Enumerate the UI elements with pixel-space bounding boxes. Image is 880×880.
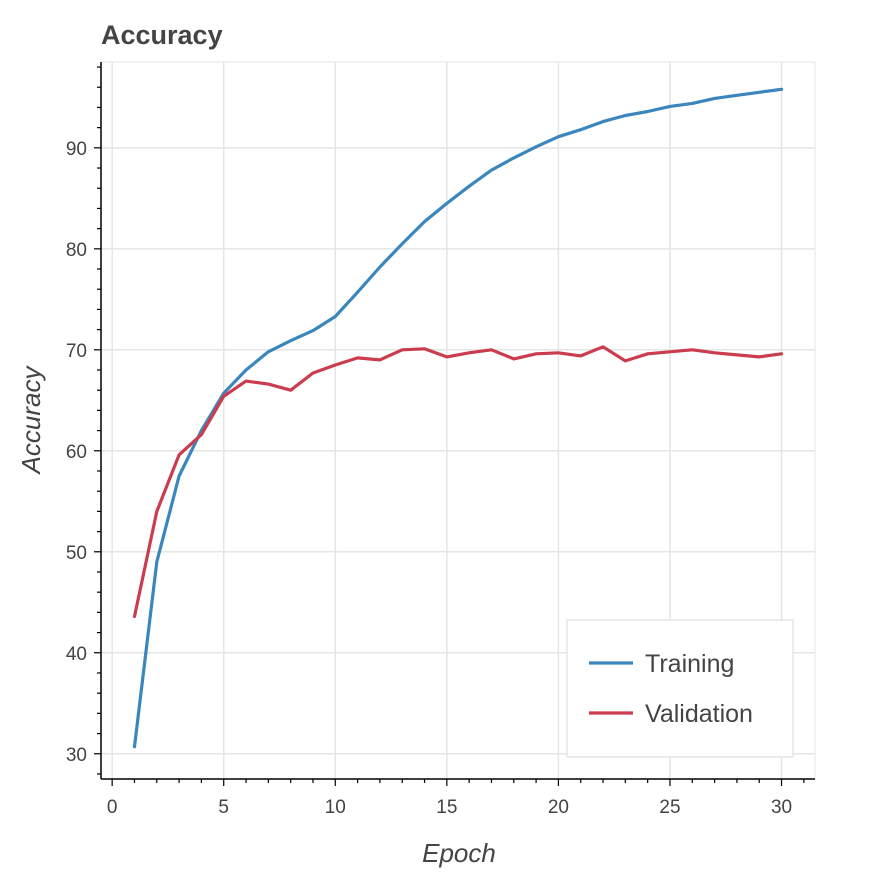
- legend-label: Training: [645, 650, 734, 678]
- y-tick-label: 40: [66, 644, 87, 665]
- y-tick-label: 70: [66, 341, 87, 362]
- legend: Training Validation: [566, 619, 794, 758]
- series-line-validation: [132, 345, 784, 619]
- series-line-training: [132, 87, 784, 749]
- x-tick-label: 20: [548, 797, 569, 818]
- x-tick-label: 5: [218, 797, 229, 818]
- x-tick-label: 15: [436, 797, 457, 818]
- x-axis-label: Epoch: [422, 838, 496, 868]
- y-tick-label: 30: [66, 745, 87, 766]
- y-tick-label: 50: [66, 543, 87, 564]
- y-axis-label: Accuracy: [16, 365, 46, 476]
- series-lines: [132, 87, 784, 749]
- legend-box: [566, 619, 794, 758]
- y-tick-label: 80: [66, 240, 87, 261]
- chart-title: Accuracy: [101, 20, 223, 50]
- axes: 30 40 50 60 70 80 90 0 5 10 15 20 25 30: [66, 62, 815, 818]
- legend-label: Validation: [645, 700, 753, 728]
- x-tick-label: 0: [107, 797, 118, 818]
- y-tick-label: 60: [66, 442, 87, 463]
- x-tick-label: 30: [771, 797, 792, 818]
- x-tick-label: 10: [325, 797, 346, 818]
- x-tick-label: 25: [659, 797, 680, 818]
- y-tick-label: 90: [66, 139, 87, 160]
